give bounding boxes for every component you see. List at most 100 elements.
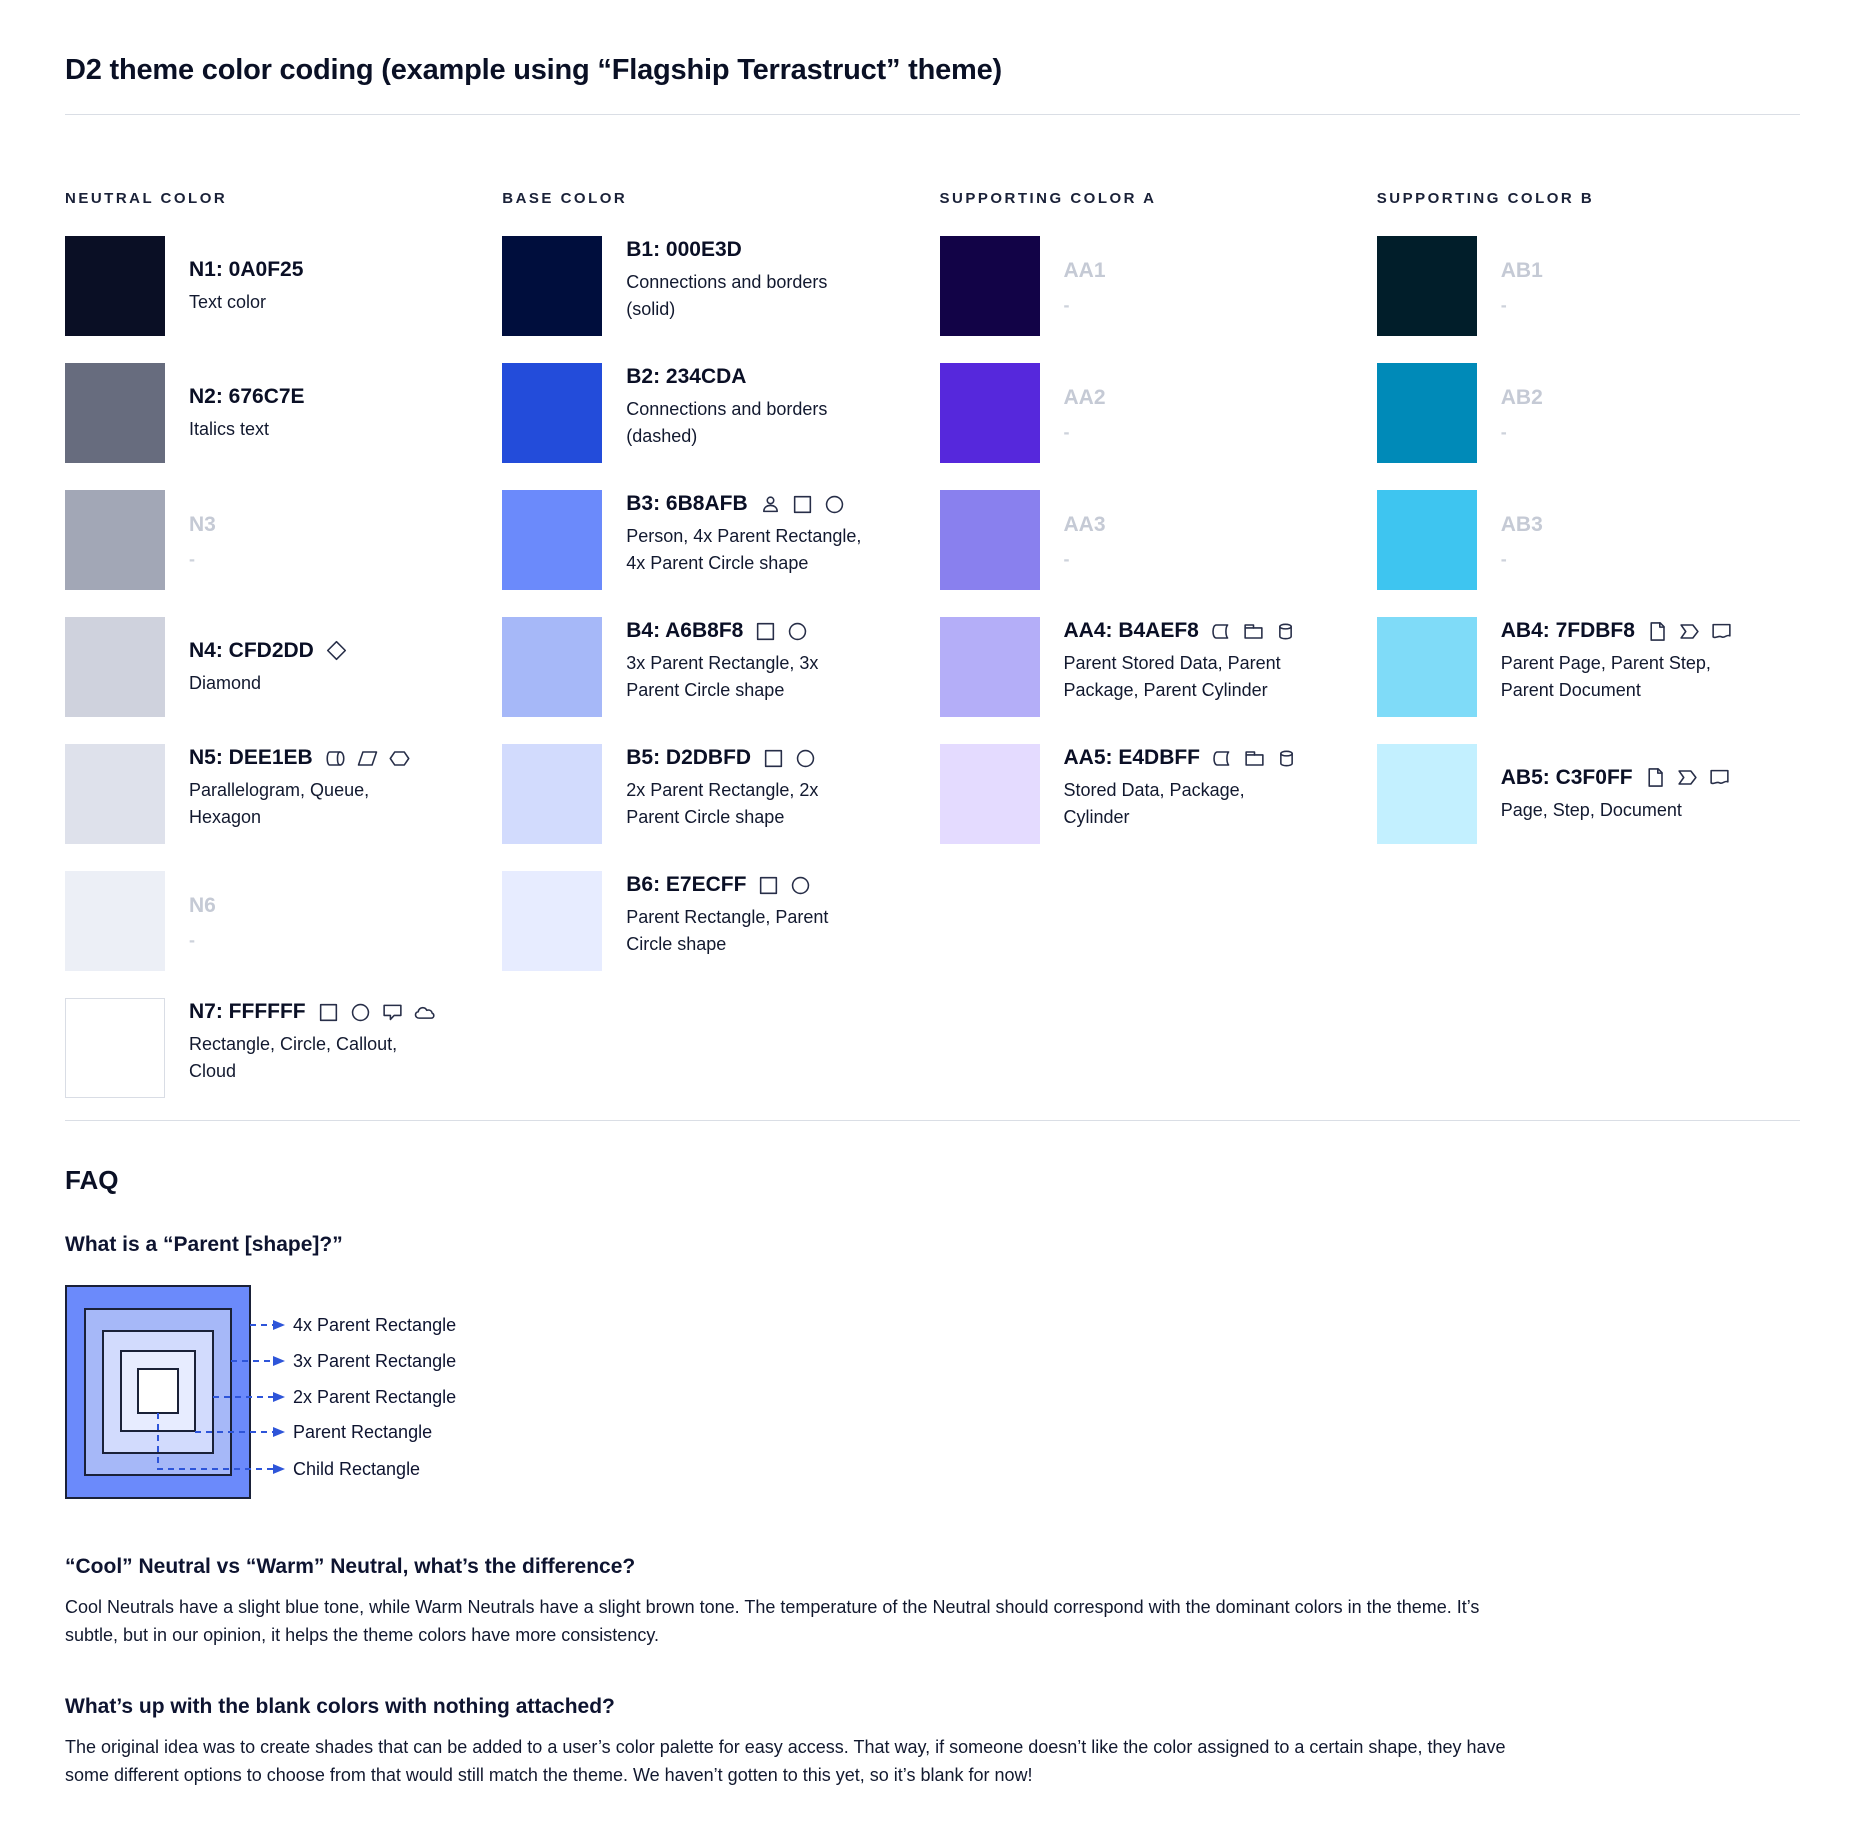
color-swatch-b5 (502, 744, 603, 844)
color-code: B3: 6B8AFB (626, 492, 748, 515)
square-icon (754, 620, 777, 643)
circle-icon (823, 493, 846, 516)
stored-data-icon (1211, 747, 1234, 770)
color-swatch-n3 (65, 490, 165, 590)
color-code: N2: 676C7E (189, 384, 305, 408)
color-row-n4: N4: CFD2DD Diamond (65, 617, 488, 717)
faq-question-cool-vs-warm: “Cool” Neutral vs “Warm” Neutral, what’s… (65, 1555, 636, 1578)
color-info: N5: DEE1EB Parallelogram, Queue, Hexagon (189, 744, 429, 845)
color-info: AA4: B4AEF8 Parent Stored Data, Parent Pa… (1064, 617, 1304, 718)
color-swatch-n6 (65, 871, 165, 971)
color-info: B5: D2DBFD 2x Parent Rectangle, 2x Parent… (626, 744, 866, 845)
title-divider (65, 114, 1800, 115)
faq-divider (65, 1120, 1800, 1121)
color-info: N4: CFD2DD Diamond (189, 617, 348, 717)
blank-dash: - (1063, 422, 1070, 442)
blank-dash: - (1500, 422, 1507, 442)
color-desc: Parent Stored Data, Parent Package, Pare… (1063, 653, 1281, 700)
color-info: B2: 234CDA Connections and borders (dashe… (626, 363, 866, 464)
circle-icon (349, 1001, 372, 1024)
diagram-label: 4x Parent Rectangle (293, 1315, 457, 1335)
color-swatch-aa5 (939, 744, 1040, 844)
color-code: B4: A6B8F8 (626, 619, 744, 642)
circle-icon (794, 747, 817, 770)
color-info: AA3 - (1064, 490, 1106, 590)
color-code: B1: 000E3D (626, 238, 742, 261)
shape-icons (317, 1001, 436, 1024)
color-swatch-n7 (65, 998, 165, 1098)
faq-question-blank-colors: What’s up with the blank colors with not… (65, 1695, 615, 1718)
color-swatch-ab4 (1376, 617, 1477, 717)
color-swatch-ab5 (1376, 744, 1477, 844)
callout-icon (381, 1001, 404, 1024)
cloud-icon (413, 1001, 436, 1024)
color-swatch-b2 (502, 363, 603, 463)
color-code: AA5: E4DBFF (1063, 746, 1201, 769)
diagram-label: Child Rectangle (293, 1459, 421, 1479)
step-icon (1676, 766, 1699, 789)
document-icon (1710, 620, 1733, 643)
color-row-aa2: AA2 - (939, 363, 1363, 463)
column-header-4: SUPPORTING COLOR B (1376, 190, 1595, 207)
page: D2 theme color coding (example using “Fl… (65, 54, 1800, 1789)
color-info: N1: 0A0F25 Text color (189, 236, 303, 336)
shape-icons (1646, 620, 1733, 643)
person-icon (759, 493, 782, 516)
shape-icons (757, 874, 812, 897)
color-swatch-n1 (65, 236, 165, 336)
color-desc: Person, 4x Parent Rectangle, 4x Parent C… (626, 526, 862, 573)
color-code: N3 (189, 513, 216, 536)
color-info: N7: FFFFFF Rectangle, Circle, Callout, Cl… (189, 998, 436, 1099)
page-icon (1644, 766, 1667, 789)
color-row-n3: N3 - (65, 490, 488, 590)
color-row-b4: B4: A6B8F8 3x Parent Rectangle, 3x Parent… (502, 617, 925, 717)
color-swatch-n5 (65, 744, 165, 844)
color-row-aa4: AA4: B4AEF8 Parent Stored Data, Parent Pa… (939, 617, 1363, 718)
color-swatch-b4 (502, 617, 603, 717)
color-desc: Connections and borders (dashed) (626, 399, 828, 446)
color-info: N2: 676C7E Italics text (189, 363, 305, 463)
color-row-ab5: AB5: C3F0FF Page, Step, Document (1376, 744, 1800, 844)
color-info: AA2 - (1064, 363, 1106, 463)
color-code: N5: DEE1EB (189, 746, 313, 769)
blank-dash: - (1063, 295, 1070, 315)
color-swatch-aa1 (939, 236, 1040, 336)
color-code: N6 (189, 894, 216, 917)
blank-dash: - (1500, 295, 1507, 315)
color-swatch-ab2 (1376, 363, 1477, 463)
package-icon (1242, 620, 1265, 643)
color-swatch-b6 (502, 871, 603, 971)
page-icon (1646, 620, 1669, 643)
color-desc: Rectangle, Circle, Callout, Cloud (189, 1034, 398, 1081)
color-row-n6: N6 - (65, 871, 488, 971)
color-row-n1: N1: 0A0F25 Text color (65, 236, 488, 336)
color-desc: Parallelogram, Queue, Hexagon (189, 780, 370, 827)
shape-icons (324, 747, 411, 770)
color-row-n5: N5: DEE1EB Parallelogram, Queue, Hexagon (65, 744, 488, 844)
color-desc: Parent Page, Parent Step, Parent Documen… (1500, 653, 1711, 700)
shape-icons (1211, 747, 1298, 770)
color-info: AB4: 7FDBF8 Parent Page, Parent Step, Par… (1501, 617, 1741, 718)
diagram-label: 2x Parent Rectangle (293, 1387, 457, 1407)
color-swatch-ab1 (1376, 236, 1477, 336)
column-header-3: SUPPORTING COLOR A (939, 190, 1157, 207)
faq-section: FAQ What is a “Parent [shape]?” 4x (65, 1163, 1800, 1789)
color-code: B6: E7ECFF (626, 873, 747, 896)
color-swatch-b1 (502, 236, 603, 336)
color-row-aa3: AA3 - (939, 490, 1363, 590)
color-info: AA5: E4DBFF Stored Data, Package, Cylinde… (1064, 744, 1304, 845)
color-info: AB1 - (1501, 236, 1543, 336)
shape-icons (754, 620, 809, 643)
shape-icons (762, 747, 817, 770)
color-desc: Italics text (189, 418, 270, 439)
parent-shape-diagram: 4x Parent Rectangle 3x Parent Rectangle … (65, 1285, 765, 1501)
color-code: B5: D2DBFD (626, 746, 752, 769)
color-desc: Page, Step, Document (1500, 799, 1682, 820)
hexagon-icon (388, 747, 411, 770)
theme-color-grid: NEUTRAL COLOR N1: 0A0F25 Text color N2: 676… (65, 155, 1800, 1098)
color-code: AA1 (1063, 259, 1106, 282)
color-code: AA4: B4AEF8 (1063, 619, 1199, 642)
color-code: N7: FFFFFF (189, 1000, 306, 1023)
color-row-ab3: AB3 - (1376, 490, 1800, 590)
color-info: AA1 - (1064, 236, 1106, 336)
